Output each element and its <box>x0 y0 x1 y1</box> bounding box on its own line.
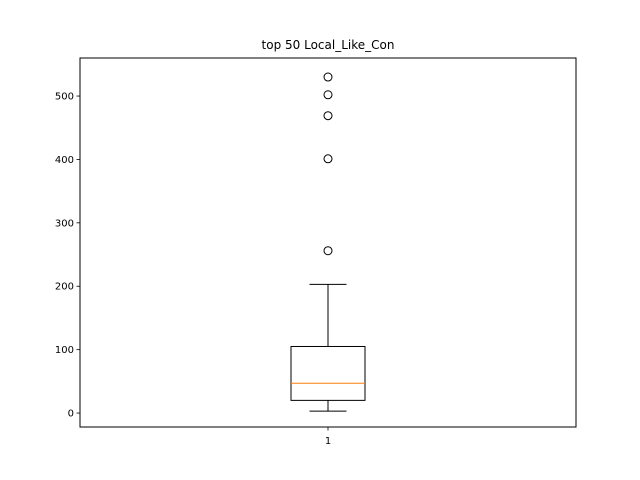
outlier-point <box>323 90 333 100</box>
outlier-point <box>323 111 333 121</box>
y-axis: 0 100 200 300 400 500 <box>55 92 80 420</box>
iqr-box <box>290 345 366 401</box>
x-axis: 1 <box>325 427 331 447</box>
plot-frame <box>79 57 577 428</box>
y-tick-label: 500 <box>55 92 74 103</box>
outlier-point <box>323 72 333 82</box>
y-tick-label: 100 <box>55 345 74 356</box>
y-tick-label: 300 <box>55 218 74 229</box>
chart-title: top 50 Local_Like_Con <box>262 38 395 52</box>
outlier-point <box>323 154 333 164</box>
y-tick-label: 400 <box>55 155 74 166</box>
outlier-point <box>323 246 333 256</box>
plot-marks <box>290 72 366 412</box>
y-tick-label: 0 <box>68 409 74 420</box>
x-tick-label: 1 <box>325 436 331 447</box>
y-tick-label: 200 <box>55 282 74 293</box>
